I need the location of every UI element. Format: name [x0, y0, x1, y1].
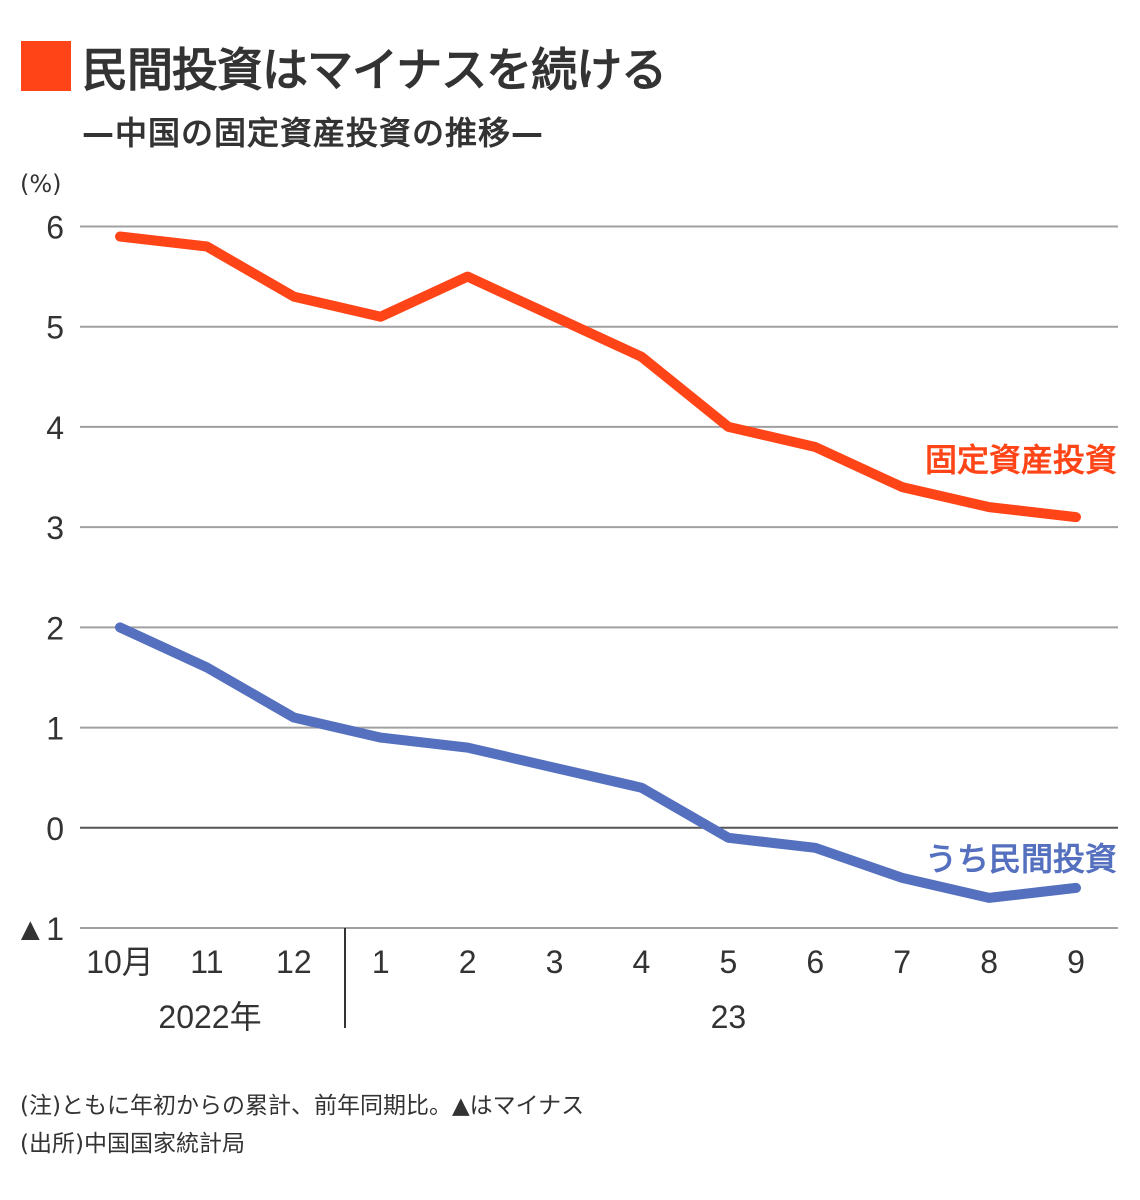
x-tick-label: 3	[546, 944, 564, 980]
x-tick-label: 11	[190, 944, 223, 980]
series-line-fixed-asset	[115, 231, 1081, 523]
y-tick-label: ▲1	[15, 911, 64, 947]
year-label: 23	[711, 999, 747, 1035]
y-axis-unit: (%)	[20, 170, 62, 198]
title-marker	[21, 41, 71, 91]
x-tick-label: 7	[893, 944, 911, 980]
chart-subtitle: —中国の固定資産投資の推移—	[82, 114, 545, 152]
x-tick-label: 10月	[86, 944, 154, 980]
x-tick-label: 12	[276, 944, 312, 980]
y-tick-label: 2	[46, 610, 64, 646]
series-label-fixed-asset: 固定資産投資	[925, 441, 1117, 479]
y-tick-label: 3	[46, 510, 64, 546]
x-tick-label: 5	[719, 944, 737, 980]
y-tick-label: 0	[46, 811, 64, 847]
x-tick-label: 9	[1067, 944, 1085, 980]
x-tick-label: 1	[372, 944, 390, 980]
y-tick-label: 6	[46, 210, 64, 246]
x-tick-label: 8	[980, 944, 998, 980]
x-tick-label: 2	[459, 944, 477, 980]
y-tick-label: 5	[46, 310, 64, 346]
x-tick-label: 6	[806, 944, 824, 980]
y-tick-label: 4	[46, 410, 64, 446]
y-tick-label: 1	[46, 711, 64, 747]
chart-title: 民間投資はマイナスを続ける	[82, 43, 667, 97]
year-label: 2022年	[158, 999, 261, 1035]
x-tick-label: 4	[633, 944, 651, 980]
series-label-private: うち民間投資	[925, 840, 1117, 878]
chart-source: (出所)中国国家統計局	[20, 1131, 245, 1157]
chart-note: (注)ともに年初からの累計、前年同期比。▲はマイナス	[20, 1093, 585, 1119]
series-line-private	[115, 622, 1081, 903]
